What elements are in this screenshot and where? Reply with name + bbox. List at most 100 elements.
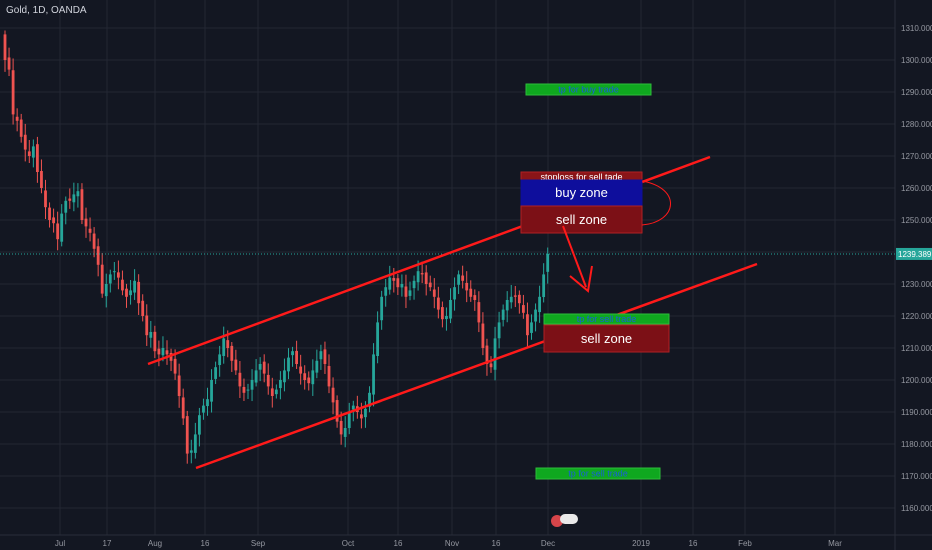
current-price-label: 1239.389 <box>898 250 932 259</box>
candle-body <box>214 367 217 379</box>
candle-body <box>112 271 116 273</box>
candle-body <box>125 288 128 297</box>
zone-label: sell zone <box>556 212 607 227</box>
candle-body <box>461 275 465 281</box>
x-tick-label: 16 <box>201 539 210 548</box>
y-tick-label: 1180.000 <box>901 440 932 449</box>
candle-body <box>177 375 181 396</box>
candle-body <box>319 351 323 360</box>
candle-body <box>331 387 335 403</box>
candle-body <box>234 359 238 371</box>
candle-body <box>428 282 432 288</box>
candle-body <box>185 416 189 454</box>
candle-body <box>149 332 153 338</box>
candle-body <box>279 380 282 389</box>
candle-body <box>489 363 493 368</box>
candle-body <box>270 388 274 396</box>
candle-body <box>368 392 371 407</box>
candle-body <box>238 372 242 387</box>
candle-body <box>60 213 64 242</box>
candle-body <box>303 373 307 380</box>
annotation-label: stoploss for sell tade <box>540 172 622 182</box>
symbol-title: Gold, 1D, OANDA <box>6 5 87 16</box>
sell-arrow-head <box>569 265 593 293</box>
candle-body <box>145 315 149 336</box>
candle-body <box>157 348 161 355</box>
candle-body <box>173 358 177 374</box>
x-tick-label: 2019 <box>632 539 650 548</box>
candle-body <box>129 290 132 296</box>
candle-body <box>384 287 388 296</box>
y-tick-label: 1160.000 <box>901 504 932 513</box>
candle-body <box>72 194 76 203</box>
candle-body <box>445 316 448 320</box>
candle-body <box>372 354 375 395</box>
grid <box>0 0 895 535</box>
candle-body <box>68 198 72 201</box>
candle-body <box>485 345 489 364</box>
candle-body <box>117 272 120 278</box>
candle-body <box>404 286 408 297</box>
candle-body <box>501 309 505 320</box>
candle-body <box>27 151 31 156</box>
candle-body <box>311 370 315 385</box>
zone-label: buy zone <box>555 185 608 200</box>
candle-body <box>218 354 222 366</box>
ideas-badge-left <box>551 515 563 527</box>
candle-body <box>88 228 92 233</box>
candle-body <box>19 119 23 137</box>
x-tick-label: Feb <box>738 539 752 548</box>
candle-body <box>36 144 39 172</box>
x-tick-label: 16 <box>394 539 403 548</box>
candle-body <box>327 366 331 387</box>
y-tick-label: 1300.000 <box>901 56 932 65</box>
y-tick-label: 1200.000 <box>901 376 932 385</box>
y-tick-label: 1230.000 <box>901 280 932 289</box>
candle-body <box>453 287 456 300</box>
candle-body <box>534 309 537 322</box>
y-tick-label: 1250.000 <box>901 216 932 225</box>
candle-body <box>380 296 384 321</box>
candle-body <box>546 253 550 272</box>
candle-body <box>360 414 363 419</box>
candle-body <box>424 272 428 284</box>
candle-body <box>161 348 165 356</box>
candle-body <box>538 296 541 313</box>
x-tick-label: 17 <box>103 539 112 548</box>
x-tick-label: 16 <box>689 539 698 548</box>
candle-body <box>473 295 477 300</box>
zone-box <box>520 179 643 206</box>
candle-body <box>250 380 254 390</box>
candle-body <box>222 338 226 357</box>
candle-body <box>513 295 517 297</box>
candle-body <box>351 405 355 410</box>
candle-body <box>92 233 96 249</box>
candle-body <box>396 278 400 288</box>
candle-body <box>291 351 294 356</box>
candle-body <box>408 290 412 296</box>
candle-body <box>100 264 104 294</box>
candle-body <box>364 408 367 418</box>
candle-body <box>230 345 234 361</box>
candle-body <box>262 361 266 374</box>
annotation-label: tp for buy trade <box>558 85 619 95</box>
x-tick-label: Sep <box>251 539 266 548</box>
candle-body <box>141 300 145 316</box>
candle-body <box>287 357 290 372</box>
candle-body <box>376 322 379 357</box>
candle-body <box>505 300 509 311</box>
candle-body <box>283 370 286 383</box>
y-tick-label: 1290.000 <box>901 88 932 97</box>
candle-body <box>48 207 51 220</box>
candle-body <box>169 352 173 361</box>
x-tick-label: 16 <box>492 539 501 548</box>
candle-body <box>457 274 460 285</box>
candle-body <box>108 274 112 284</box>
annotation-box <box>535 467 661 480</box>
y-tick-label: 1190.000 <box>901 408 932 417</box>
candle-body <box>76 191 80 197</box>
ideas-badge-right <box>560 514 578 524</box>
candle-body <box>339 420 343 435</box>
candle-body <box>436 297 440 310</box>
